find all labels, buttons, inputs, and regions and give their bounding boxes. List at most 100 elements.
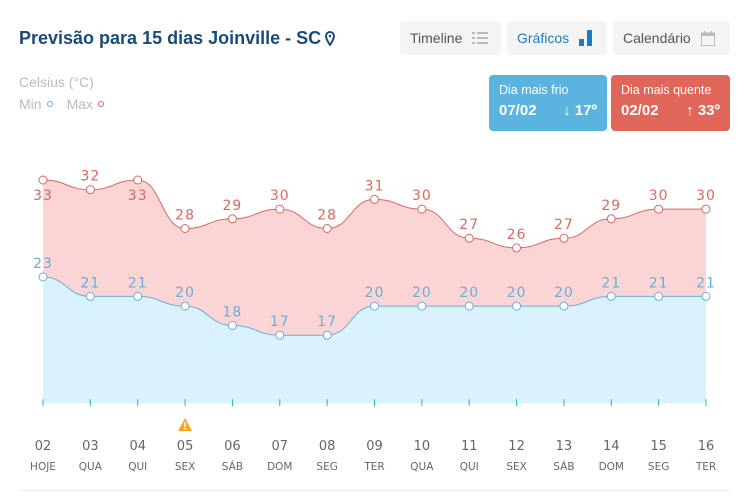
data-label-min: 17 — [317, 314, 337, 330]
warning-icon-mark — [184, 422, 186, 427]
cold-label: Dia mais frio — [499, 83, 569, 97]
legend-min: Min — [19, 96, 42, 112]
area-min — [43, 277, 706, 404]
point-min — [322, 330, 332, 340]
day-label: 14 — [603, 439, 620, 454]
day-label: 04 — [129, 439, 146, 454]
data-label-max: 28 — [317, 208, 337, 224]
point-max — [417, 204, 427, 214]
point-max — [85, 185, 95, 195]
point-max — [180, 224, 190, 233]
weekday-label: SEG — [648, 461, 669, 473]
day-label: 13 — [556, 439, 573, 454]
point-min — [464, 301, 474, 311]
graficos-label: Gráficos — [517, 30, 570, 46]
data-label-max: 29 — [601, 198, 621, 214]
day-label: 09 — [366, 439, 383, 454]
data-label-max: 33 — [33, 188, 53, 204]
data-label-min: 20 — [175, 285, 195, 301]
day-label: 03 — [82, 439, 99, 454]
point-max — [227, 214, 237, 224]
data-label-max: 30 — [412, 188, 432, 204]
point-min — [606, 291, 616, 301]
data-label-min: 17 — [270, 314, 290, 330]
point-max — [559, 233, 569, 243]
point-max — [701, 204, 711, 214]
timeline-button[interactable]: Timeline — [400, 21, 501, 55]
cold-temp: ↓ 17º — [563, 102, 597, 119]
data-label-min: 23 — [33, 256, 53, 272]
cold-date: 07/02 — [499, 102, 537, 119]
graficos-button[interactable]: Gráficos — [507, 21, 607, 55]
weekday-label: DOM — [267, 461, 292, 473]
weekday-label: SÁB — [222, 460, 243, 473]
legend-max: Max — [66, 96, 94, 112]
data-label-min: 20 — [365, 285, 385, 301]
hot-label: Dia mais quente — [621, 83, 712, 97]
weekday-label: SEX — [175, 461, 196, 473]
point-min — [275, 330, 285, 340]
calendar-icon — [700, 30, 715, 46]
data-label-max: 28 — [175, 208, 195, 224]
point-max — [38, 175, 48, 185]
weekday-label: TER — [695, 461, 716, 473]
min-dot-icon — [46, 101, 53, 107]
point-min — [512, 301, 522, 311]
weekday-label: SÁB — [553, 460, 574, 473]
hot-temp: ↑ 33º — [686, 102, 720, 119]
coldest-day-card: Dia mais frio 07/02 ↓ 17º — [489, 75, 607, 131]
point-min — [701, 291, 711, 301]
day-label: 12 — [508, 439, 525, 454]
data-label-min: 20 — [459, 285, 479, 301]
day-label: 11 — [461, 439, 478, 454]
map-pin-icon — [325, 30, 336, 51]
weekday-label: SEG — [316, 461, 337, 473]
day-label: 10 — [414, 439, 431, 454]
weekday-label: DOM — [599, 461, 624, 473]
point-min — [227, 321, 237, 330]
point-max — [370, 194, 379, 204]
point-max — [654, 204, 664, 214]
point-min — [417, 301, 427, 311]
point-min — [133, 291, 143, 301]
list-icon — [472, 32, 489, 44]
day-label: 02 — [35, 439, 52, 454]
point-max — [322, 224, 332, 233]
weekday-label: HOJE — [30, 461, 56, 473]
data-label-min: 20 — [412, 285, 432, 301]
point-max — [512, 243, 522, 253]
calendario-label: Calendário — [623, 30, 691, 46]
point-min — [180, 301, 190, 311]
calendario-button[interactable]: Calendário — [613, 21, 730, 55]
data-label-max: 30 — [270, 188, 290, 204]
day-label: 15 — [650, 439, 667, 454]
day-label: 08 — [319, 439, 336, 454]
data-label-min: 20 — [507, 285, 527, 301]
data-label-max: 30 — [696, 188, 716, 204]
temperature-chart: 33 32 33 28 29 30 28 31 30 27 26 27 29 30 30 23 21 21 20 18… — [30, 169, 716, 473]
point-min — [370, 301, 379, 311]
data-label-min: 21 — [80, 275, 100, 291]
data-label-min: 21 — [696, 275, 716, 291]
data-label-max: 27 — [554, 217, 574, 233]
data-label-max: 27 — [459, 217, 479, 233]
data-label-min: 18 — [223, 305, 243, 321]
page-title: Previsão para 15 dias Joinville - SC — [19, 28, 336, 51]
point-min — [654, 291, 664, 301]
day-label: 16 — [698, 439, 715, 454]
data-label-max: 32 — [80, 169, 100, 185]
point-max — [133, 175, 143, 185]
day-label: 07 — [272, 439, 289, 454]
point-max — [606, 214, 616, 224]
warning-icon-dot — [184, 428, 186, 430]
data-label-min: 21 — [601, 275, 621, 291]
point-min — [85, 291, 95, 301]
data-label-min: 21 — [649, 275, 669, 291]
data-label-min: 20 — [554, 285, 574, 301]
legend: Min Max — [19, 96, 118, 112]
weekday-label: TER — [363, 461, 384, 473]
weekday-label: QUI — [460, 461, 479, 473]
weekday-label: SEX — [506, 461, 527, 473]
divider — [20, 490, 730, 491]
data-label-max: 33 — [128, 188, 148, 204]
